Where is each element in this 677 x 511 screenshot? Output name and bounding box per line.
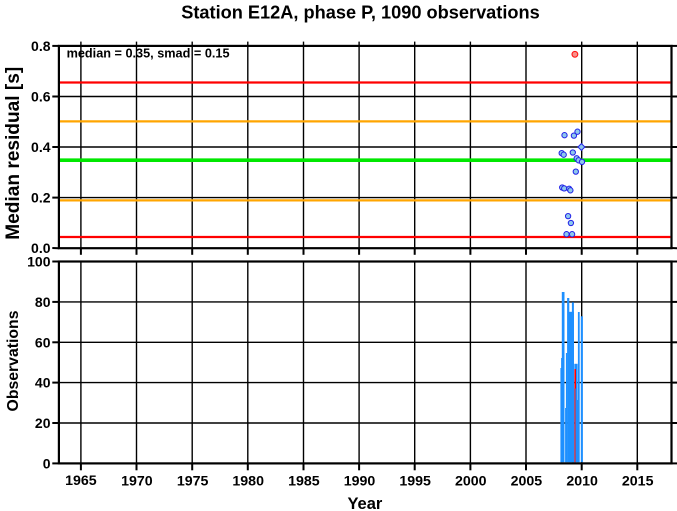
svg-text:20: 20 [35,415,51,431]
svg-text:1975: 1975 [177,474,209,490]
svg-text:median = 0.35, smad = 0.15: median = 0.35, smad = 0.15 [67,46,230,60]
svg-text:2010: 2010 [566,474,598,490]
svg-text:1995: 1995 [399,474,431,490]
svg-text:0.6: 0.6 [31,89,51,105]
svg-text:0.0: 0.0 [31,240,51,256]
svg-text:60: 60 [35,334,51,350]
svg-text:1980: 1980 [232,474,264,490]
svg-text:0.4: 0.4 [31,139,51,155]
svg-text:40: 40 [35,375,51,391]
svg-text:1965: 1965 [65,473,97,489]
svg-text:2015: 2015 [622,474,654,490]
svg-text:Observations: Observations [5,310,22,411]
svg-text:0: 0 [43,455,51,471]
svg-text:2005: 2005 [511,474,543,490]
svg-text:Median residual [s]: Median residual [s] [3,67,24,240]
svg-text:80: 80 [35,294,51,310]
svg-text:Station E12A, phase P, 1090 ob: Station E12A, phase P, 1090 observations [181,2,540,22]
svg-text:1990: 1990 [344,474,376,490]
svg-text:1985: 1985 [288,474,320,490]
svg-text:2000: 2000 [455,474,487,490]
svg-text:100: 100 [27,254,51,270]
svg-text:0.2: 0.2 [31,190,51,206]
svg-text:0.8: 0.8 [31,38,51,54]
svg-text:1970: 1970 [121,474,153,490]
svg-text:Year: Year [347,495,382,511]
